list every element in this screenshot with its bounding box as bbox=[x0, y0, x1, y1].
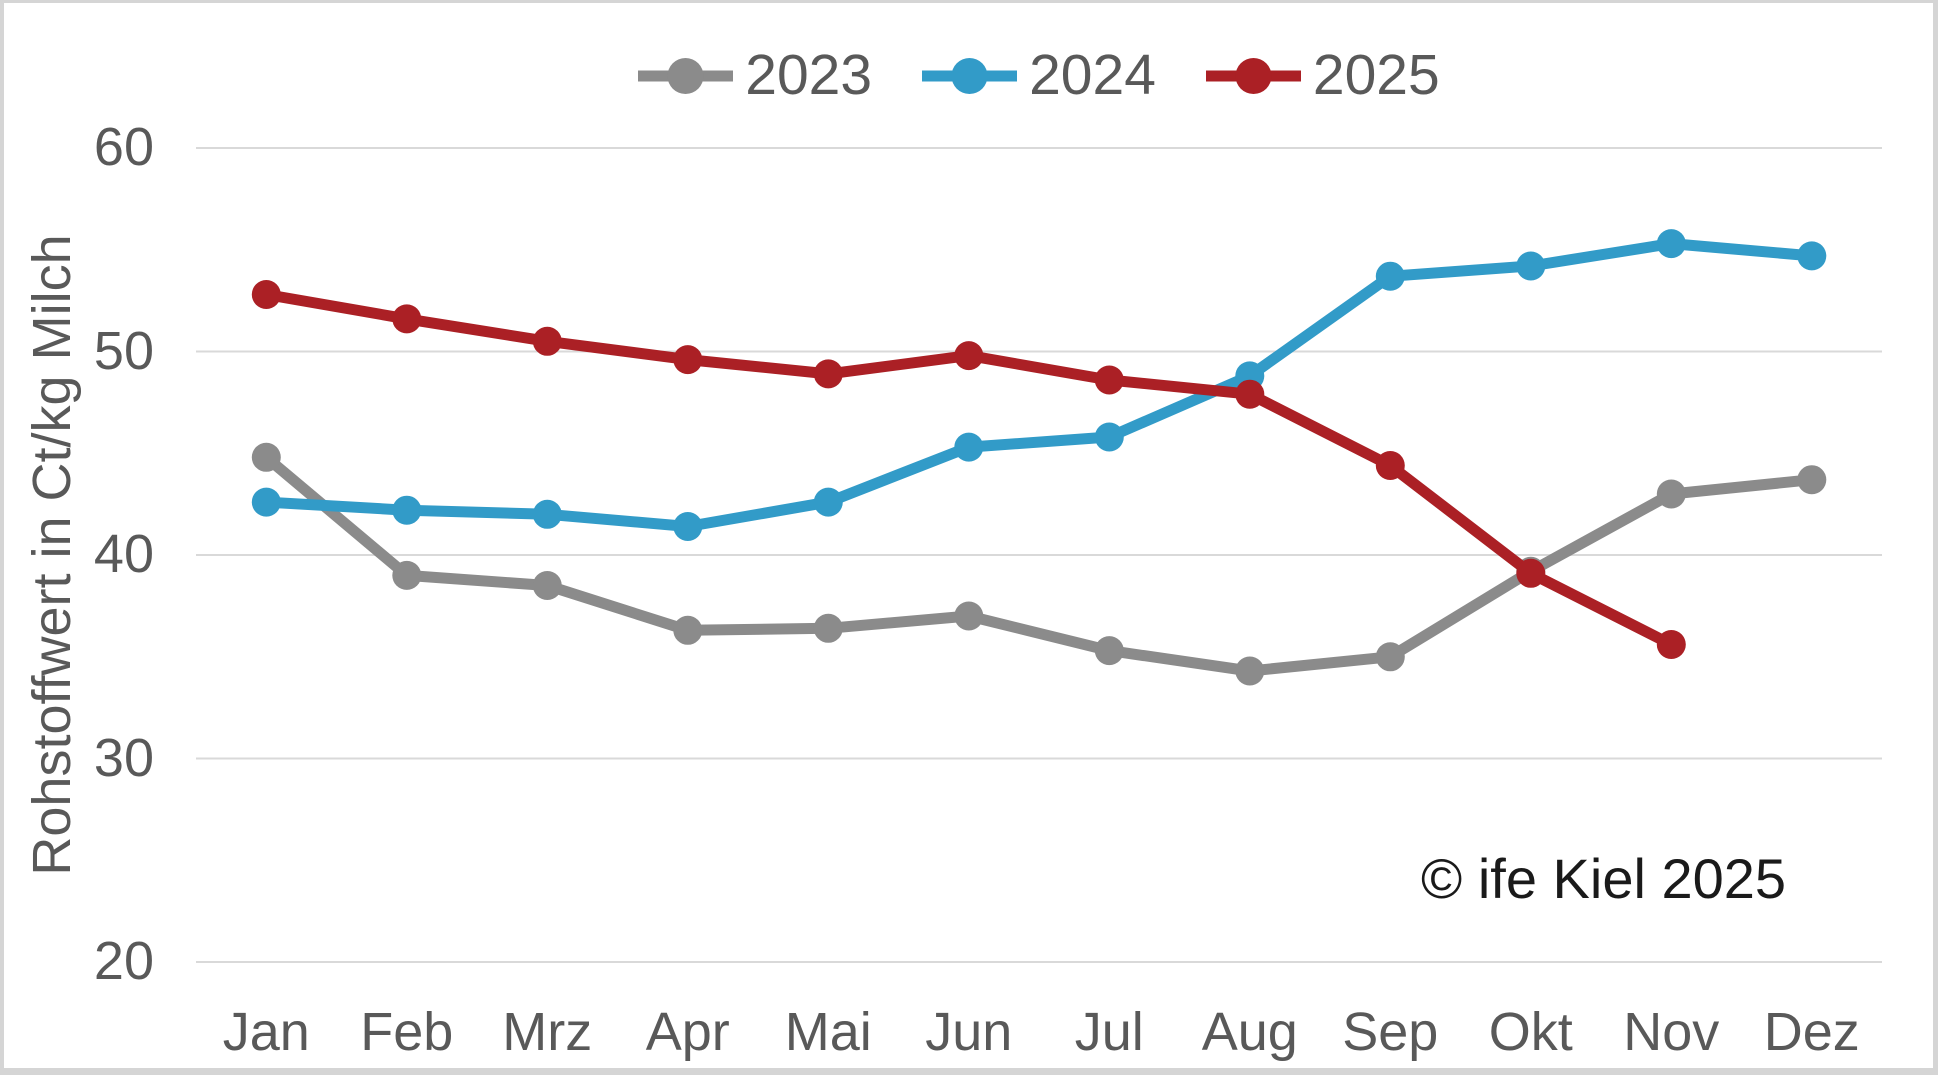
plot-area bbox=[196, 147, 1882, 963]
series-marker-2024 bbox=[392, 495, 422, 525]
series-line-2024 bbox=[260, 238, 1818, 532]
series-marker-2023 bbox=[392, 560, 422, 590]
legend-item-2025: 2025 bbox=[1205, 43, 1440, 107]
x-axis-label-sep: Sep bbox=[1342, 1002, 1439, 1062]
copyright-text: © ife Kiel 2025 bbox=[1421, 847, 1787, 910]
legend-marker-icon-2024 bbox=[922, 57, 1018, 94]
series-marker-2023 bbox=[1656, 479, 1686, 509]
series-marker-2025 bbox=[1094, 365, 1124, 395]
series-line-2023 bbox=[260, 451, 1818, 677]
series-marker-2025 bbox=[813, 359, 843, 389]
series-marker-2024 bbox=[954, 432, 984, 462]
legend-circle-icon bbox=[951, 57, 988, 94]
y-axis-tick-label-20: 20 bbox=[93, 930, 154, 991]
series-marker-2025 bbox=[251, 280, 281, 309]
series-marker-2023 bbox=[1094, 636, 1124, 666]
series-marker-2023 bbox=[1375, 642, 1405, 672]
x-axis-label-jul: Jul bbox=[1074, 1002, 1144, 1062]
legend-marker-icon-2023 bbox=[638, 57, 734, 94]
series-marker-2023 bbox=[532, 571, 562, 600]
series-marker-2024 bbox=[1797, 241, 1827, 271]
x-axis-label-apr: Apr bbox=[645, 1002, 730, 1062]
series-marker-2023 bbox=[251, 442, 281, 472]
y-axis-title: Rohstoffwert in Ct/kg Milch bbox=[22, 234, 82, 876]
x-axis-label-okt: Okt bbox=[1488, 1002, 1573, 1062]
x-axis-label-nov: Nov bbox=[1623, 1002, 1720, 1062]
series-marker-2024 bbox=[673, 512, 703, 541]
series-marker-2024 bbox=[1656, 229, 1686, 259]
series-marker-2025 bbox=[392, 304, 422, 334]
legend-item-2023: 2023 bbox=[638, 47, 872, 104]
series-marker-2023 bbox=[673, 615, 703, 645]
y-axis-tick-label-30: 30 bbox=[93, 727, 154, 788]
legend-marker-icon-2025 bbox=[1205, 57, 1301, 94]
series-marker-2024 bbox=[251, 487, 281, 517]
legend: 2023 2024 2025 bbox=[196, 47, 1882, 104]
series-marker-2025 bbox=[1516, 558, 1546, 588]
series-marker-2025 bbox=[1375, 451, 1405, 480]
series-marker-2023 bbox=[1235, 656, 1265, 686]
series-marker-2025 bbox=[954, 341, 984, 371]
series-marker-2024 bbox=[813, 487, 843, 517]
series-marker-2025 bbox=[1235, 379, 1265, 409]
series-marker-2023 bbox=[1797, 465, 1827, 495]
x-axis-label-mrz: Mrz bbox=[502, 1002, 593, 1062]
series-marker-2024 bbox=[1094, 422, 1124, 452]
legend-circle-icon bbox=[667, 57, 704, 94]
legend-label-2025: 2025 bbox=[1312, 43, 1440, 107]
legend-label-2023: 2023 bbox=[745, 43, 873, 107]
x-axis-label-mai: Mai bbox=[784, 1002, 872, 1062]
series-marker-2025 bbox=[673, 345, 703, 375]
series-marker-2023 bbox=[954, 601, 984, 631]
x-axis-label-jun: Jun bbox=[925, 1002, 1013, 1062]
x-axis-label-feb: Feb bbox=[360, 1002, 454, 1062]
x-axis-label-aug: Aug bbox=[1201, 1002, 1298, 1062]
series-marker-2023 bbox=[813, 613, 843, 643]
series-marker-2024 bbox=[532, 499, 562, 529]
series-marker-2025 bbox=[532, 326, 562, 356]
y-axis-tick-label-50: 50 bbox=[93, 320, 154, 381]
series-marker-2024 bbox=[1516, 251, 1546, 281]
series-marker-2025 bbox=[1656, 630, 1686, 659]
series-marker-2024 bbox=[1375, 261, 1405, 291]
x-axis-label-jan: Jan bbox=[222, 1002, 310, 1062]
y-axis-tick-label-60: 60 bbox=[93, 116, 154, 177]
legend-circle-icon bbox=[1235, 57, 1272, 94]
legend-item-2024: 2024 bbox=[922, 47, 1156, 104]
legend-label-2024: 2024 bbox=[1029, 43, 1156, 107]
x-axis-label-dez: Dez bbox=[1763, 1002, 1860, 1062]
y-axis-tick-label-40: 40 bbox=[93, 523, 154, 584]
